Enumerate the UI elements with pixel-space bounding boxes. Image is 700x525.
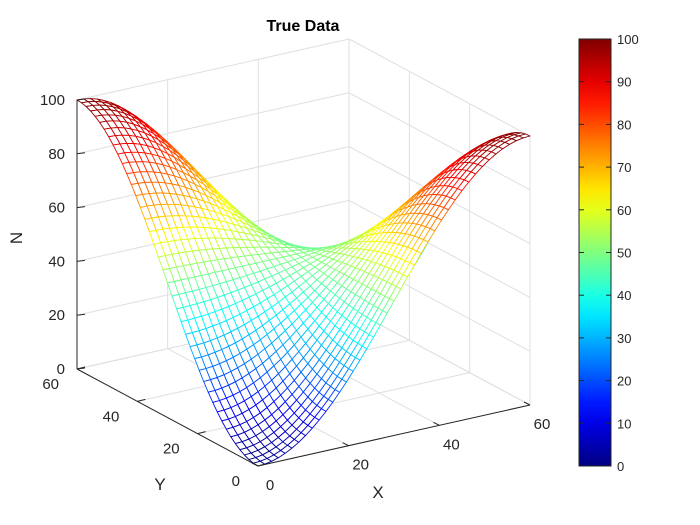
chart-title: True Data xyxy=(267,18,340,35)
z-tick-mark xyxy=(76,206,86,209)
x-axis-label: X xyxy=(372,483,383,502)
y-tick-label: 40 xyxy=(103,408,120,425)
z-tick-mark xyxy=(76,152,86,155)
x-tick-label: 60 xyxy=(534,416,551,433)
x-tick-mark xyxy=(433,421,440,426)
grid-line xyxy=(348,38,531,137)
y-tick-mark xyxy=(197,431,206,435)
y-tick-label: 60 xyxy=(42,376,59,393)
mesh-surface xyxy=(76,98,531,467)
z-tick-mark xyxy=(76,259,86,262)
z-tick-label: 80 xyxy=(48,146,65,163)
colorbar-tick-label: 40 xyxy=(617,288,631,303)
colorbar-tick-label: 20 xyxy=(617,374,631,389)
colorbar-tick-label: 100 xyxy=(617,32,639,47)
x-tick-mark xyxy=(251,462,259,467)
colorbar-tick-label: 90 xyxy=(617,75,631,90)
z-tick-mark xyxy=(76,313,86,316)
colorbar-tick-label: 60 xyxy=(617,203,631,218)
grid-line xyxy=(348,199,531,298)
z-tick-label: 100 xyxy=(40,92,65,109)
colorbar-tick-label: 70 xyxy=(617,160,631,175)
x-tick-label: 0 xyxy=(266,477,274,494)
colorbar: 0 10 20 30 40 50 60 70 80 90 100 xyxy=(578,32,639,474)
x-tick-label: 40 xyxy=(443,436,460,453)
z-tick-label: 40 xyxy=(48,253,65,270)
z-tick-label: 0 xyxy=(57,361,65,378)
z-tick-label: 20 xyxy=(48,307,65,324)
grid-line xyxy=(348,92,531,191)
mesh-cell xyxy=(518,133,531,139)
grid-line xyxy=(76,146,350,209)
x-tick-mark xyxy=(523,401,531,406)
y-axis-label: Y xyxy=(154,475,165,494)
x-tick-mark xyxy=(342,442,349,447)
colorbar-tick-label: 50 xyxy=(617,246,631,261)
y-tick-mark xyxy=(257,463,267,467)
y-tick-label: 0 xyxy=(232,473,240,490)
colorbar-tick-label: 0 xyxy=(617,459,624,474)
z-tick-label: 60 xyxy=(48,200,65,217)
y-tick-mark xyxy=(137,398,146,402)
y-tick-mark xyxy=(76,366,86,370)
z-axis-label: N xyxy=(7,232,26,244)
colorbar-tick-label: 10 xyxy=(617,416,631,431)
x-tick-label: 20 xyxy=(352,457,369,474)
colorbar-gradient xyxy=(578,38,612,467)
z-tick-mark xyxy=(76,98,86,101)
y-tick-label: 20 xyxy=(163,441,180,458)
y-axis-line xyxy=(76,368,259,467)
colorbar-tick-label: 80 xyxy=(617,117,631,132)
x-axis-line xyxy=(257,404,531,467)
grid-line xyxy=(76,38,350,101)
colorbar-tick-label: 30 xyxy=(617,331,631,346)
